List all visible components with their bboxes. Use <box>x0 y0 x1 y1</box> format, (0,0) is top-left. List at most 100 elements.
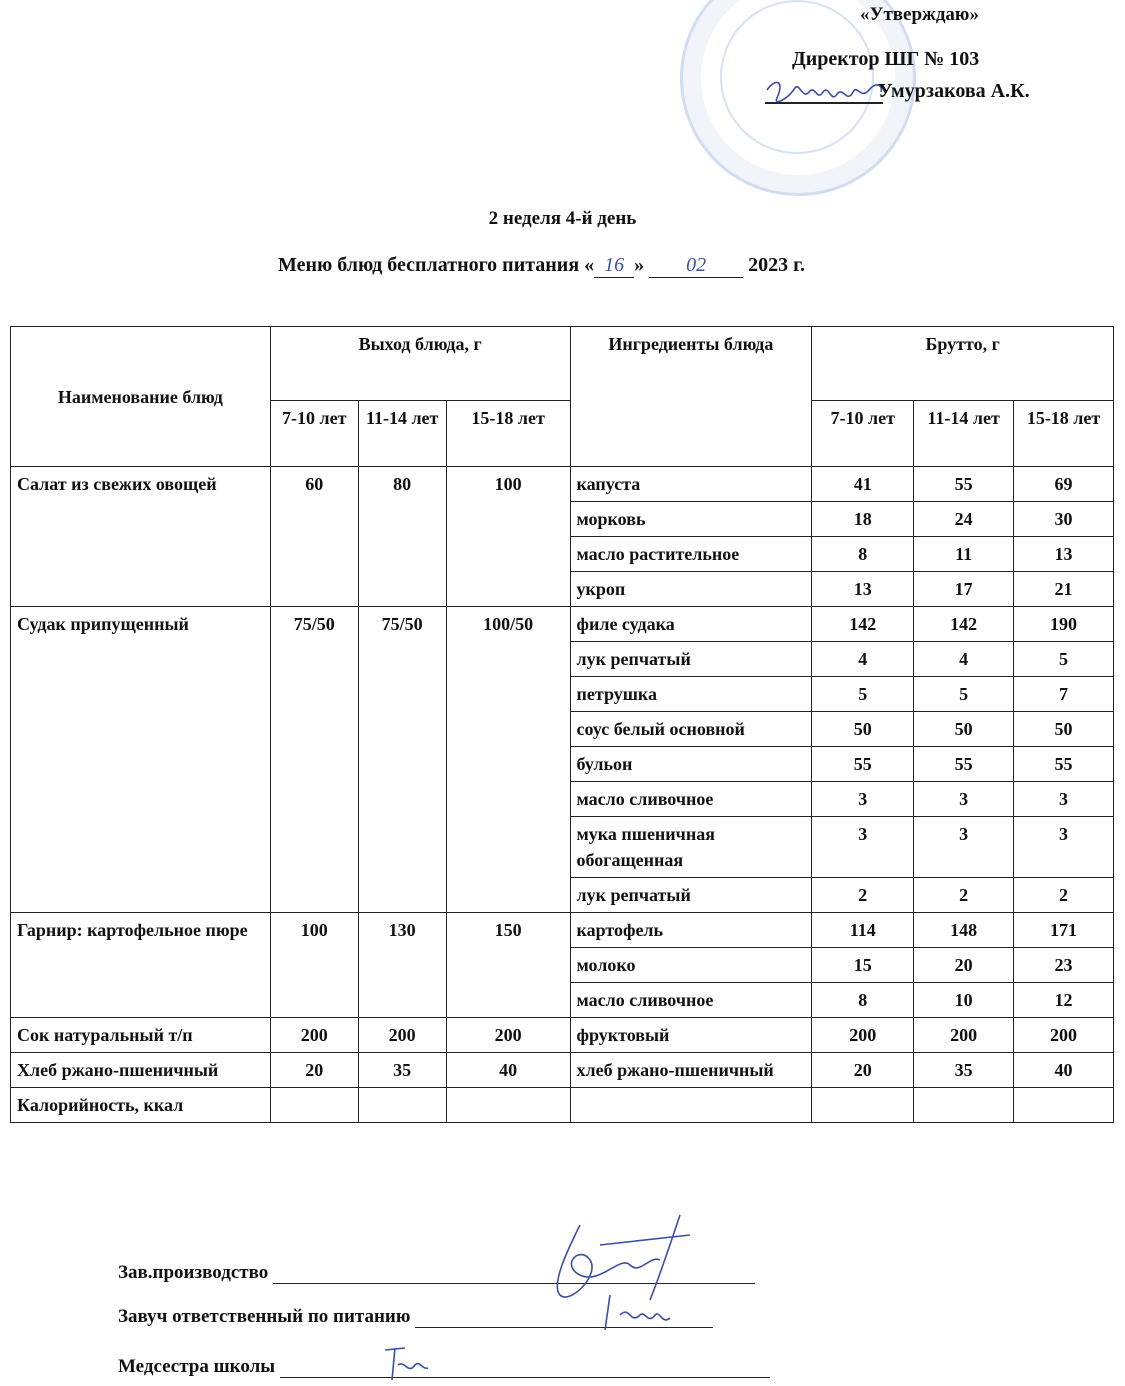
ingredient-gross: 2 <box>811 877 915 913</box>
head-teacher-signature <box>604 1294 671 1331</box>
ingredient-gross: 41 <box>811 466 915 502</box>
calories-row: Калорийность, ккал <box>10 1087 1114 1123</box>
production-label: Зав.производство <box>118 1262 269 1283</box>
production-signature-line <box>272 1283 755 1284</box>
ingredient-name: бульон <box>569 746 813 782</box>
head-teacher-signature-line <box>415 1327 714 1328</box>
ingredient-gross: 50 <box>1013 711 1114 747</box>
nurse-signature-line <box>279 1377 770 1378</box>
ingredient-gross: 55 <box>811 746 915 782</box>
ingredient-gross: 69 <box>1013 466 1114 502</box>
ingredient-name: хлеб ржано-пшеничный <box>569 1052 813 1088</box>
gross-age-11-14: 11-14 лет <box>913 400 1015 467</box>
menu-title: Меню блюд бесплатного питания «16» 02 20… <box>278 254 805 278</box>
table-row: укроп 13 17 21 <box>11 571 1114 607</box>
dish-name: Гарнир: картофельное пюре <box>10 912 271 1018</box>
ingredient-gross: 3 <box>811 816 915 878</box>
table-row: масло сливочное 3 3 3 <box>11 781 1114 817</box>
ingredient-name: масло растительное <box>569 536 813 572</box>
header-dish-name: Наименование блюд <box>10 326 271 467</box>
ingredient-gross: 148 <box>913 912 1015 948</box>
dish-yield: 40 <box>445 1052 571 1088</box>
dish-name: Хлеб ржано-пшеничный <box>10 1052 271 1088</box>
dish-yield: 100/50 <box>445 606 571 913</box>
director-signature-line <box>765 102 883 104</box>
ingredient-name: петрушка <box>569 676 813 712</box>
school-stamp-inner <box>720 0 874 154</box>
ingredient-gross: 24 <box>913 501 1015 537</box>
ingredient-gross: 21 <box>1013 571 1114 607</box>
dish-yield: 20 <box>269 1052 359 1088</box>
calories-value <box>1013 1087 1114 1123</box>
menu-title-prefix: Меню блюд бесплатного питания « <box>278 254 595 276</box>
table-row: масло сливочное 8 10 12 <box>11 982 1114 1018</box>
ingredient-name: капуста <box>569 466 813 502</box>
ingredient-gross: 3 <box>1013 781 1114 817</box>
table-row: мука пшеничная обогащенная 3 3 3 <box>11 816 1114 878</box>
calories-value <box>445 1087 571 1123</box>
nurse-signature <box>384 1347 429 1381</box>
ingredient-gross: 3 <box>1013 816 1114 878</box>
dish-yield: 200 <box>445 1017 571 1053</box>
ingredient-gross: 17 <box>913 571 1015 607</box>
yield-age-15-18: 15-18 лет <box>445 400 571 467</box>
ingredient-gross: 20 <box>811 1052 915 1088</box>
dish-yield: 60 <box>269 466 359 607</box>
table-row: Салат из свежих овощей 60 80 100 капуста 41 55… <box>10 466 1114 607</box>
ingredient-name: филе судака <box>569 606 813 642</box>
menu-table: Наименование блюд Выход блюда, г Ингреди… <box>10 326 1114 1123</box>
footer-nurse: Медсестра школы <box>118 1356 770 1378</box>
table-row: молоко 15 20 23 <box>11 947 1114 983</box>
menu-date-month: 02 <box>649 254 744 278</box>
director-title: Директор ШГ № 103 <box>792 48 980 70</box>
yield-age-7-10: 7-10 лет <box>269 400 359 467</box>
ingredient-name: масло сливочное <box>569 982 813 1018</box>
ingredient-gross: 18 <box>811 501 915 537</box>
table-row: соус белый основной 50 50 50 <box>11 711 1114 747</box>
header-yield: Выход блюда, г <box>269 326 571 401</box>
calories-value <box>811 1087 915 1123</box>
calories-value <box>357 1087 447 1123</box>
ingredient-name: соус белый основной <box>569 711 813 747</box>
ingredient-gross: 114 <box>811 912 915 948</box>
ingredient-gross: 55 <box>913 466 1015 502</box>
dish-name: Салат из свежих овощей <box>10 466 271 607</box>
ingredient-gross: 7 <box>1013 676 1114 712</box>
ingredient-name: масло сливочное <box>569 781 813 817</box>
ingredient-name: лук репчатый <box>569 641 813 677</box>
ingredient-gross: 55 <box>913 746 1015 782</box>
ingredient-gross: 3 <box>913 816 1015 878</box>
director-signature <box>766 81 883 103</box>
menu-title-suffix: 2023 г. <box>748 254 805 276</box>
yield-age-11-14: 11-14 лет <box>357 400 447 467</box>
ingredient-gross: 11 <box>913 536 1015 572</box>
ingredient-name: молоко <box>569 947 813 983</box>
dish-yield: 100 <box>445 466 571 607</box>
ingredient-gross: 35 <box>913 1052 1015 1088</box>
ingredient-gross: 200 <box>1013 1017 1114 1053</box>
nurse-label: Медсестра школы <box>118 1356 276 1377</box>
production-signature <box>556 1214 691 1301</box>
footer-head-teacher: Завуч ответственный по питанию <box>118 1306 714 1328</box>
ingredient-gross: 13 <box>1013 536 1114 572</box>
ingredient-gross: 8 <box>811 536 915 572</box>
ingredient-gross: 4 <box>811 641 915 677</box>
week-day-title: 2 неделя 4-й день <box>488 208 637 229</box>
ingredient-gross: 15 <box>811 947 915 983</box>
gross-age-15-18: 15-18 лет <box>1013 400 1114 467</box>
dish-yield: 200 <box>269 1017 359 1053</box>
head-teacher-label: Завуч ответственный по питанию <box>118 1306 411 1327</box>
ingredient-name: фруктовый <box>569 1017 813 1053</box>
ingredient-gross: 50 <box>811 711 915 747</box>
ingredient-gross: 13 <box>811 571 915 607</box>
ingredient-gross: 12 <box>1013 982 1114 1018</box>
ingredient-gross: 190 <box>1013 606 1114 642</box>
gross-age-7-10: 7-10 лет <box>811 400 915 467</box>
table-row: петрушка 5 5 7 <box>11 676 1114 712</box>
header-gross: Брутто, г <box>811 326 1114 401</box>
dish-name: Сок натуральный т/п <box>10 1017 271 1053</box>
ingredient-gross: 200 <box>913 1017 1015 1053</box>
calories-value <box>569 1087 813 1123</box>
dish-yield: 35 <box>357 1052 447 1088</box>
dish-yield: 130 <box>357 912 447 1018</box>
